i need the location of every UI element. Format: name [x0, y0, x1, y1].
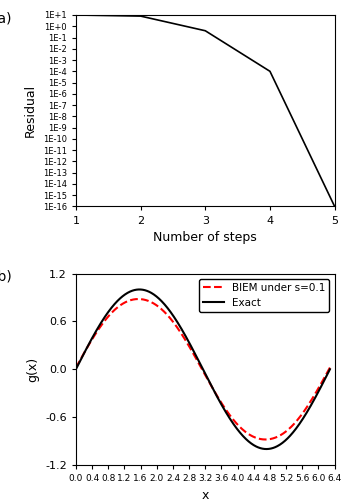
Exact	[266, 446, 270, 452]
BIEM under s=0.1	[136, 296, 140, 302]
Exact	[328, 366, 332, 372]
Exact	[74, 366, 78, 372]
Exact	[189, 344, 193, 349]
Line: Exact: Exact	[76, 290, 330, 449]
BIEM under s=0.1	[140, 296, 144, 302]
Line: BIEM under s=0.1: BIEM under s=0.1	[76, 299, 330, 440]
BIEM under s=0.1	[119, 302, 123, 308]
BIEM under s=0.1	[328, 364, 332, 370]
BIEM under s=0.1	[266, 436, 270, 442]
Text: (b): (b)	[0, 270, 13, 283]
Exact	[224, 410, 228, 416]
BIEM under s=0.1	[263, 436, 267, 442]
Legend: BIEM under s=0.1, Exact: BIEM under s=0.1, Exact	[199, 278, 329, 312]
Exact	[140, 286, 144, 292]
Exact	[137, 286, 141, 292]
BIEM under s=0.1	[244, 429, 248, 435]
X-axis label: Number of steps: Number of steps	[154, 231, 257, 244]
BIEM under s=0.1	[224, 407, 228, 413]
X-axis label: x: x	[201, 488, 209, 500]
Exact	[119, 294, 123, 300]
Y-axis label: g(x): g(x)	[27, 356, 40, 382]
Text: (a): (a)	[0, 11, 13, 25]
BIEM under s=0.1	[189, 347, 193, 353]
BIEM under s=0.1	[74, 364, 78, 370]
Exact	[244, 436, 248, 442]
Exact	[264, 446, 268, 452]
Y-axis label: Residual: Residual	[24, 84, 37, 138]
